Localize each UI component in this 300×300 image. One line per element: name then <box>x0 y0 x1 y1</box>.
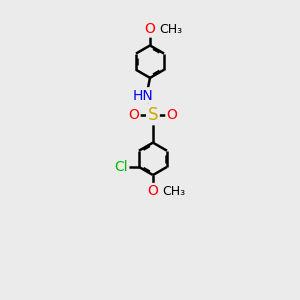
Text: HN: HN <box>132 88 153 103</box>
Text: O: O <box>167 108 178 122</box>
Text: CH₃: CH₃ <box>162 185 185 198</box>
Text: O: O <box>128 108 139 122</box>
Text: S: S <box>148 106 158 124</box>
Text: O: O <box>145 22 155 36</box>
Text: CH₃: CH₃ <box>159 23 182 36</box>
Text: O: O <box>148 184 158 198</box>
Text: Cl: Cl <box>114 160 128 174</box>
